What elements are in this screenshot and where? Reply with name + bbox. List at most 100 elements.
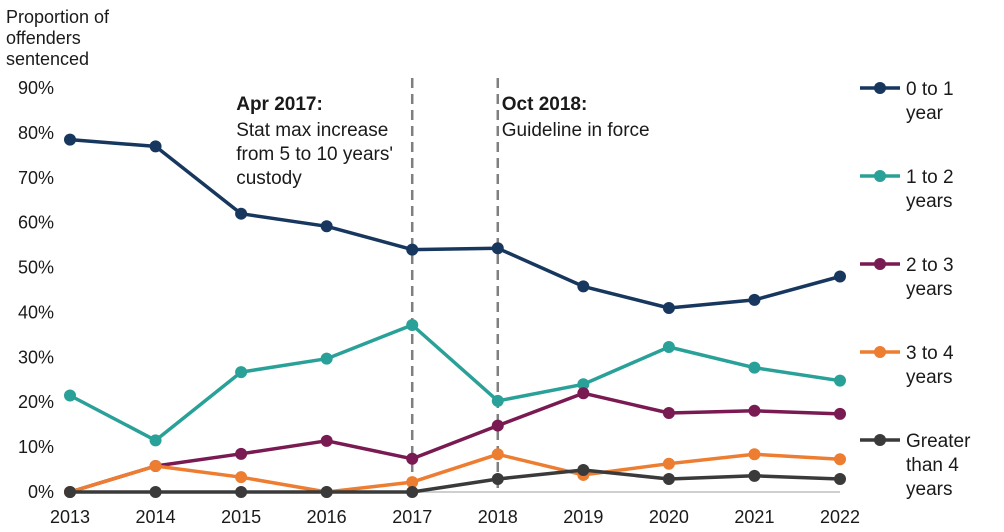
data-point [577, 280, 590, 293]
annotation-text: Stat max increase [236, 120, 388, 141]
y-tick-label: 70% [18, 168, 54, 188]
y-tick-label: 60% [18, 213, 54, 233]
series-3 [64, 448, 846, 498]
x-tick-label: 2019 [563, 507, 603, 527]
x-tick-label: 2017 [392, 507, 432, 527]
legend-swatch-marker [874, 258, 886, 270]
y-tick-label: 50% [18, 258, 54, 278]
data-point [320, 220, 333, 233]
series-line [69, 137, 841, 310]
y-axis-label-line: offenders [6, 28, 81, 48]
x-tick-label: 2018 [478, 507, 518, 527]
data-point [491, 242, 504, 255]
annotation-text: from 5 to 10 years' [236, 144, 393, 165]
legend-swatch-marker [874, 346, 886, 358]
y-tick-label: 0% [28, 482, 54, 502]
data-point [406, 486, 419, 498]
series-line [70, 468, 841, 494]
data-point [834, 453, 846, 466]
data-point [235, 486, 248, 498]
legend-label: years [906, 191, 952, 212]
series-1 [64, 319, 846, 447]
y-tick-label: 10% [18, 437, 54, 457]
data-point [748, 404, 761, 417]
legend-label: Greater [906, 431, 971, 452]
data-point [64, 133, 76, 146]
y-tick-label: 30% [18, 347, 54, 367]
data-point [662, 406, 675, 419]
series-0 [64, 133, 846, 314]
legend-label: years [906, 279, 952, 300]
legend-swatch-marker [874, 434, 886, 446]
data-point [662, 472, 675, 485]
data-point [235, 447, 248, 460]
data-point [491, 394, 504, 407]
legend-swatch-marker [874, 170, 886, 182]
annotation-title: Oct 2018: [502, 94, 588, 115]
series-line [69, 323, 841, 443]
x-tick-label: 2021 [734, 507, 774, 527]
data-point [149, 459, 162, 472]
data-point [64, 389, 76, 402]
x-axis-ticks: 2013 2014 2015 2016 2017 2018 2019 2020 2021 2022 [50, 507, 860, 527]
x-tick-label: 2015 [221, 507, 261, 527]
data-point [320, 486, 333, 498]
annotation-text: Guideline in force [502, 120, 650, 141]
data-point [406, 319, 419, 332]
data-point [406, 243, 419, 256]
legend-label: 1 to 2 [906, 167, 954, 188]
data-point [834, 374, 846, 387]
x-tick-label: 2013 [50, 507, 90, 527]
data-point [662, 301, 675, 314]
data-point [406, 452, 419, 465]
data-point [834, 407, 846, 420]
legend-label: 3 to 4 [906, 343, 954, 364]
data-point [491, 472, 504, 485]
annotations: Apr 2017: Stat max increase from 5 to 10 y… [236, 94, 649, 189]
data-point [834, 472, 846, 485]
data-point [834, 270, 846, 283]
y-axis-label-line: Proportion of [6, 7, 110, 27]
y-tick-label: 20% [18, 392, 54, 412]
data-point [748, 448, 761, 461]
data-point [235, 471, 248, 484]
legend-label: 0 to 1 [906, 79, 954, 100]
x-tick-label: 2014 [136, 507, 176, 527]
data-point [149, 434, 162, 447]
series-line [69, 452, 841, 494]
data-point [748, 469, 761, 482]
legend-swatch-marker [874, 82, 886, 94]
legend-label: year [906, 103, 944, 124]
data-point [748, 293, 761, 306]
legend: 0 to 1 year 1 to 2 years 2 to 3 years 3 to 4 ye… [860, 79, 971, 500]
data-point [662, 341, 675, 354]
y-axis-label-line: sentenced [6, 49, 89, 69]
legend-label: years [906, 367, 952, 388]
x-tick-label: 2016 [307, 507, 347, 527]
series [64, 133, 846, 498]
legend-label: than 4 [906, 455, 959, 476]
annotation-text: custody [236, 168, 302, 189]
data-point [577, 464, 590, 477]
y-axis-ticks: 0% 10% 20% 30% 40% 50% 60% 70% 80% 90% [18, 78, 54, 502]
data-point [235, 207, 248, 220]
y-tick-label: 80% [18, 123, 54, 143]
legend-label: 2 to 3 [906, 255, 954, 276]
series-line [69, 391, 841, 494]
x-tick-label: 2022 [820, 507, 860, 527]
series-4 [64, 464, 846, 498]
data-point [748, 361, 761, 374]
data-point [491, 448, 504, 461]
data-point [320, 434, 333, 447]
data-point [577, 378, 590, 391]
data-point [662, 457, 675, 470]
legend-label: years [906, 479, 952, 500]
annotation-title: Apr 2017: [236, 94, 323, 115]
data-point [64, 486, 76, 498]
y-tick-label: 90% [18, 78, 54, 98]
data-point [149, 140, 162, 153]
series-2 [64, 387, 846, 498]
data-point [235, 366, 248, 379]
